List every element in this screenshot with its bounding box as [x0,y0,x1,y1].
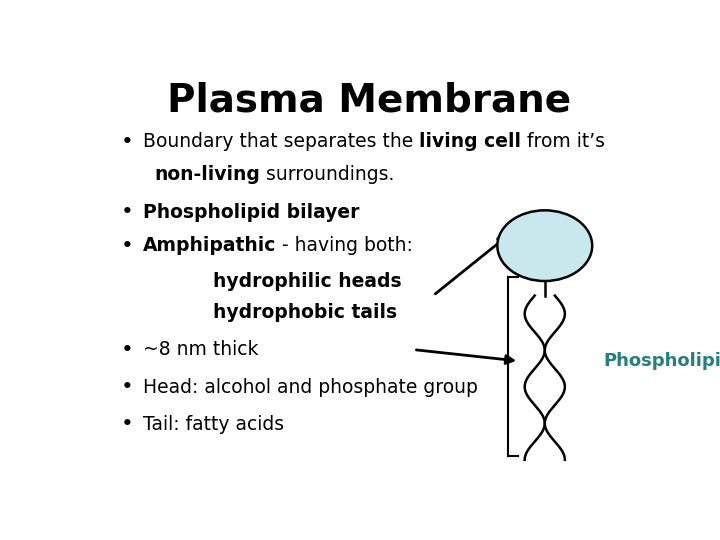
Text: •: • [121,415,133,435]
Text: - having both:: - having both: [276,236,413,255]
Text: Phospholipid bilayer: Phospholipid bilayer [143,203,359,222]
Text: Plasma Membrane: Plasma Membrane [167,82,571,119]
Text: living cell: living cell [419,132,521,151]
Text: Tail: fatty acids: Tail: fatty acids [143,415,284,434]
Text: •: • [121,377,133,397]
Text: non-living: non-living [154,165,260,185]
Text: •: • [121,202,133,222]
Text: Amphipathic: Amphipathic [143,236,276,255]
Text: hydrophilic heads: hydrophilic heads [213,272,401,291]
Circle shape [498,210,593,281]
Text: •: • [121,235,133,255]
Text: surroundings.: surroundings. [260,165,395,185]
Text: Phospholipid: Phospholipid [603,352,720,370]
Text: Head: alcohol and phosphate group: Head: alcohol and phosphate group [143,377,478,396]
Text: ~8 nm thick: ~8 nm thick [143,340,258,359]
Text: hydrophobic tails: hydrophobic tails [213,303,397,322]
Text: from it’s: from it’s [521,132,606,151]
Text: •: • [121,340,133,360]
Text: Boundary that separates the: Boundary that separates the [143,132,419,151]
Text: •: • [121,132,133,152]
